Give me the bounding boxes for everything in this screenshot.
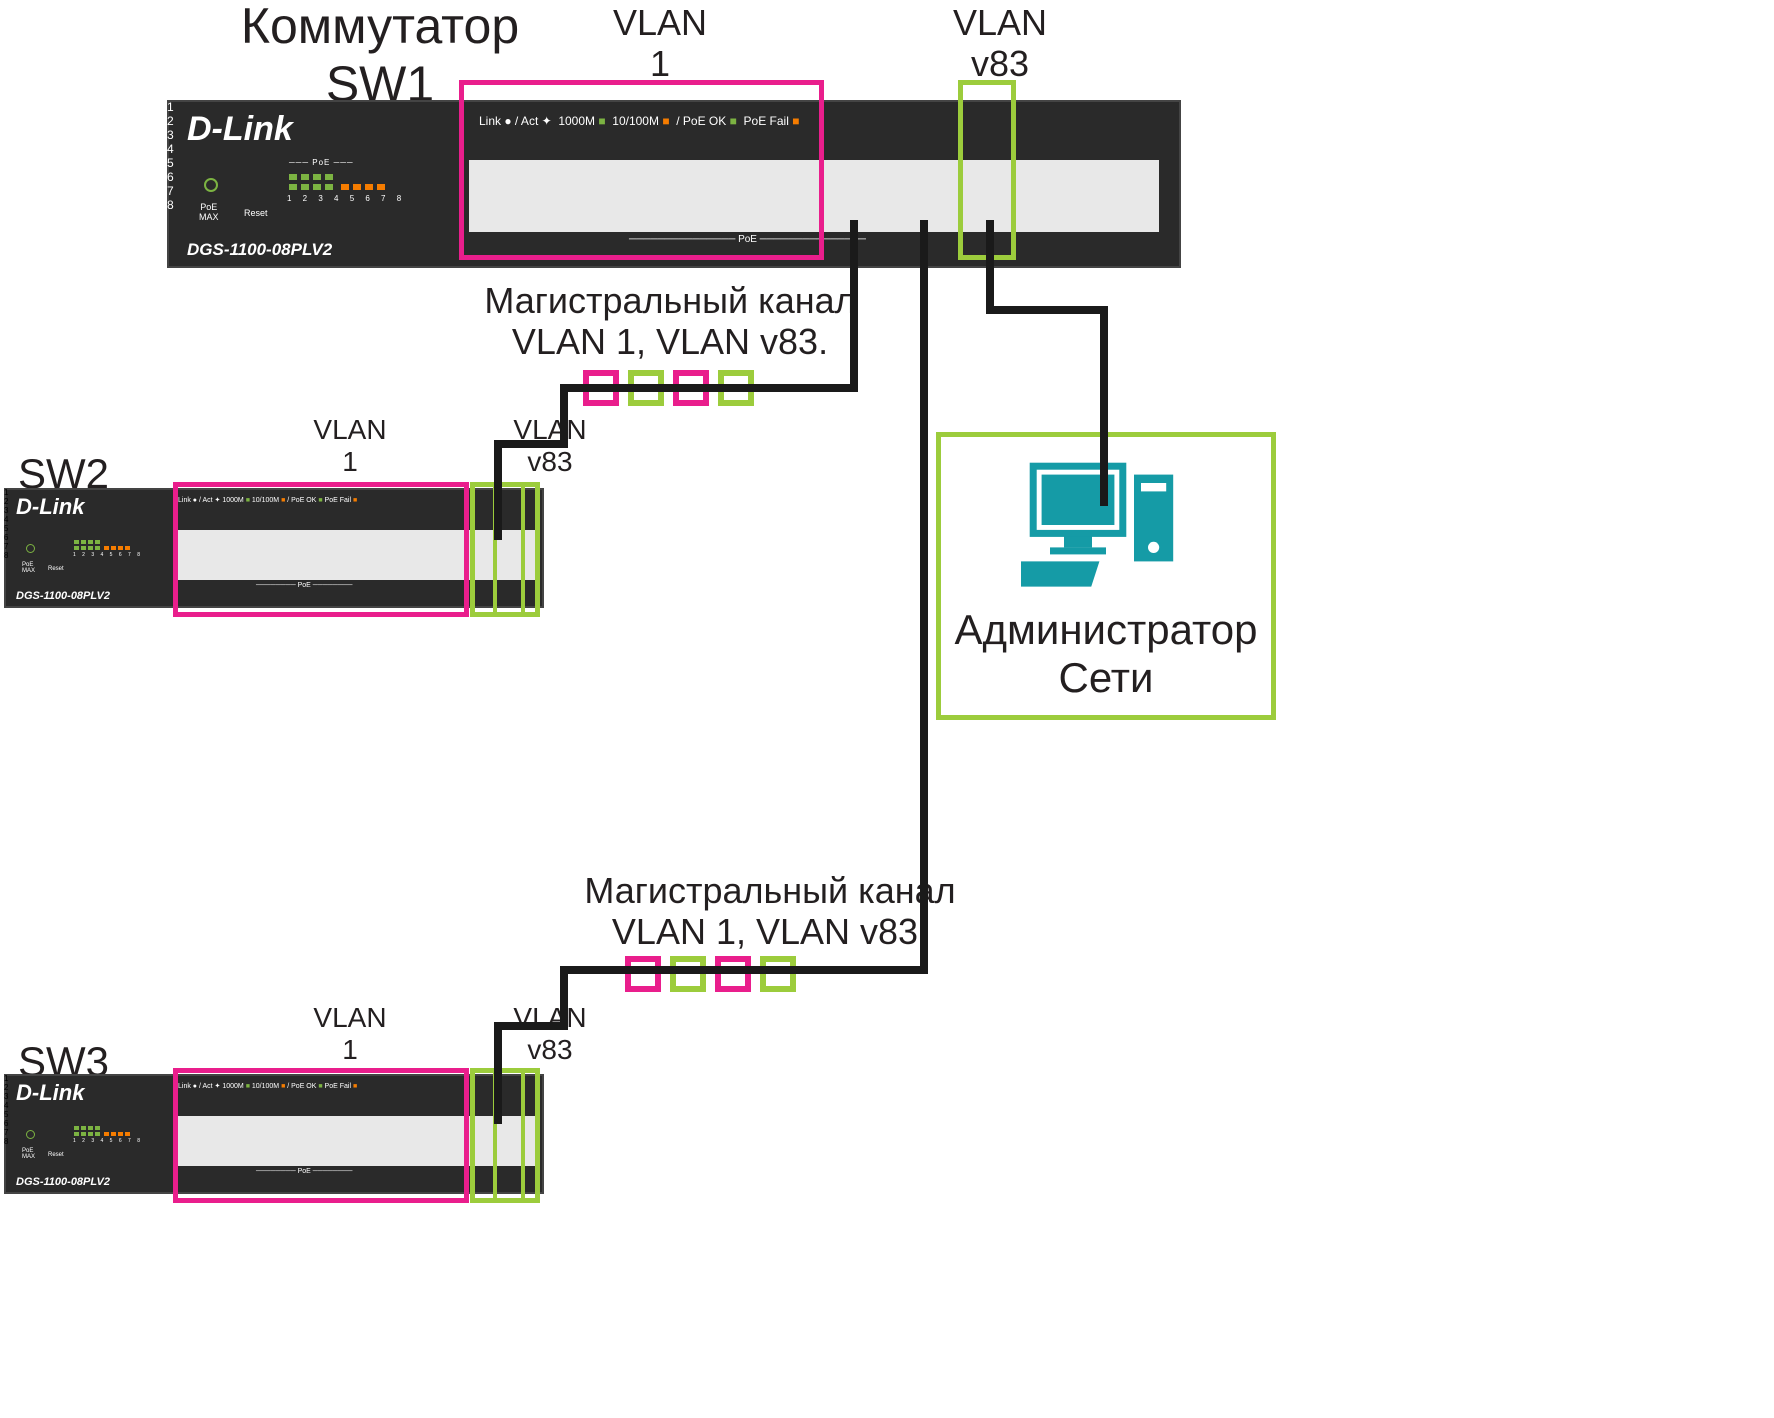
cable-sw1p7-down [920,220,928,970]
cable-trunk1-to-sw2-h [494,440,568,448]
sw1-brand: D-Link [187,110,293,149]
sw3-vlanv83-label: VLAN v83 [490,1002,610,1066]
cable-admin-h [986,306,1106,314]
sw2-reset: Reset [48,566,64,572]
sw2-brand: D-Link [16,494,84,520]
sw3-power-icon [26,1130,35,1139]
sw1-vlan1-label: VLAN 1 [580,2,740,85]
cable-trunk2-to-sw3-h [494,1022,568,1030]
cable-trunk2-h [560,966,928,974]
cable-trunk1-h [560,384,858,392]
sw2-poemax: PoE MAX [22,562,35,574]
sw1-model: DGS-1100-08PLV2 [187,240,332,260]
cable-sw1p6-down [850,220,858,388]
trunk2-tag3 [715,956,751,992]
trunk1-label: Магистральный канал VLAN 1, VLAN v83. [450,280,890,363]
trunk2-tag1 [625,956,661,992]
sw2-power-icon [26,544,35,553]
sw2-vlan1-box [173,482,469,617]
cable-trunk1-down [560,384,568,444]
cable-sw3p8-down [494,1022,502,1124]
cable-admin-down [1100,306,1108,506]
sw1-vlanv83-label: VLAN v83 [920,2,1080,85]
sw1-poemax: PoE MAX [199,202,219,222]
sw1-reset: Reset [244,208,268,218]
sw3-model: DGS-1100-08PLV2 [16,1176,110,1188]
trunk2-tag4 [760,956,796,992]
power-led-icon [204,178,218,192]
trunk2-tag2 [670,956,706,992]
sw3-vlan1-label: VLAN 1 [290,1002,410,1066]
sw2-vlan1-label: VLAN 1 [290,414,410,478]
sw3-reset: Reset [48,1152,64,1158]
sw3-brand: D-Link [16,1080,84,1106]
sw2-model: DGS-1100-08PLV2 [16,590,110,602]
sw1-vlan1-box [459,80,824,260]
sw3-vlan1-box [173,1068,469,1203]
cable-sw1p8-down [986,220,994,310]
cable-trunk2-down [560,966,568,1026]
cable-sw2p8-down [494,440,502,540]
sw3-poemax: PoE MAX [22,1148,35,1160]
admin-label: Администратор Сети [941,606,1271,702]
